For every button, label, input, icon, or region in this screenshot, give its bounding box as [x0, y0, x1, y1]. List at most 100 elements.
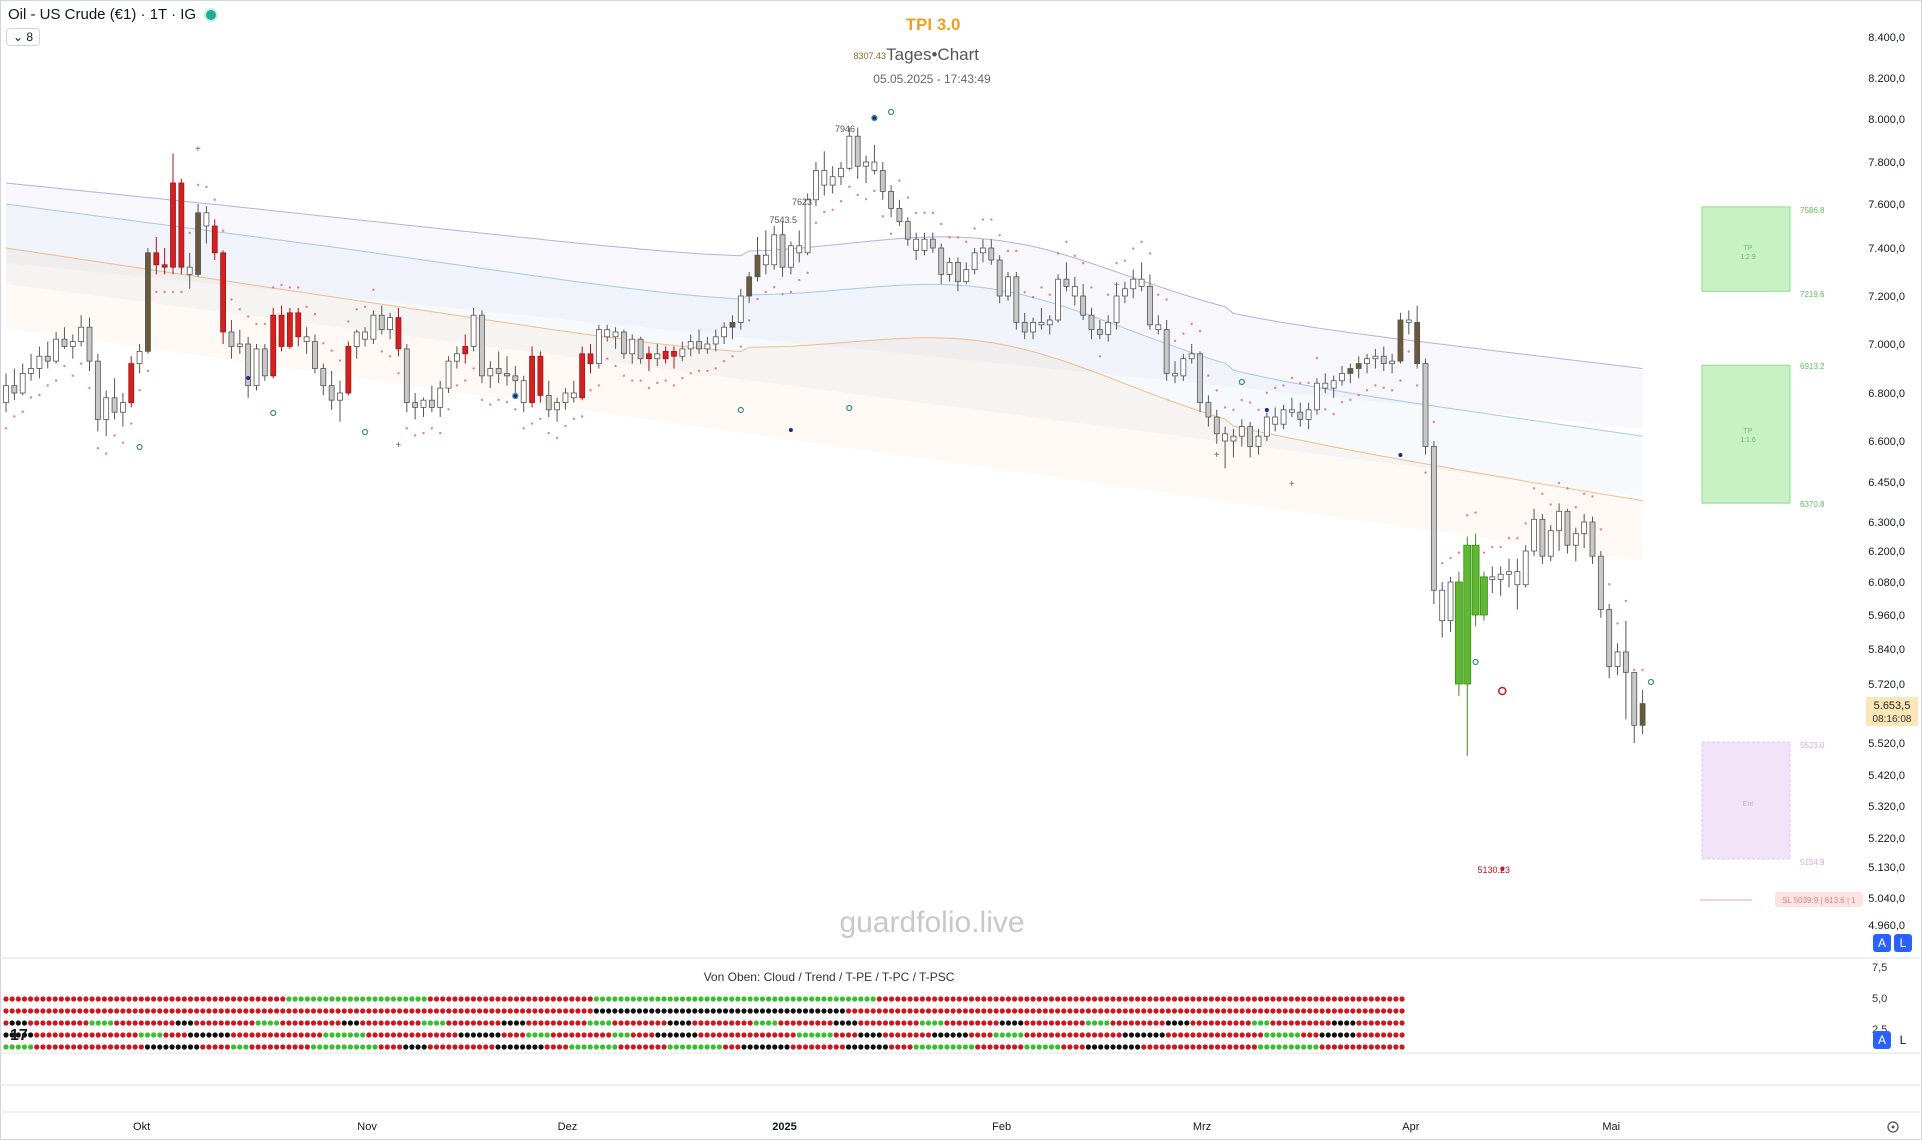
psar-dot [1582, 492, 1586, 495]
signal-dot [968, 1008, 975, 1014]
candle-body [1030, 321, 1036, 333]
signal-dot [643, 1032, 649, 1038]
signal-dot [323, 1008, 329, 1014]
signal-dot [206, 1020, 212, 1026]
collapse-indicators-button[interactable]: ⌄ 8 [6, 28, 41, 46]
signal-dot [698, 1020, 704, 1026]
psar-dot [1557, 481, 1561, 485]
signal-dot [1214, 1032, 1221, 1038]
psar-dot [956, 236, 960, 239]
psar-dot [547, 431, 550, 435]
candle [479, 310, 485, 384]
time-axis[interactable]: Okt Nov Dez 2025 Feb Mrz Apr Mai [133, 1121, 1620, 1133]
signal-dot [255, 996, 261, 1002]
signal-dot [839, 1032, 846, 1038]
signal-dot [341, 1020, 347, 1026]
price-axis[interactable]: 8.400,08.200,08.000,07.800,07.600,07.400… [1868, 32, 1905, 932]
signal-dot [372, 1044, 378, 1050]
log-scale-button[interactable]: L [1894, 934, 1912, 952]
psar-dot [990, 218, 993, 221]
price-tick-label: 8.200,0 [1868, 73, 1905, 85]
signal-dot [858, 996, 864, 1002]
signal-dot [267, 1032, 274, 1038]
candle [136, 344, 143, 374]
psar-dot [739, 345, 742, 348]
psar-dot [1641, 668, 1644, 672]
signal-dot [28, 1020, 34, 1026]
signal-dot [489, 1008, 495, 1014]
signal-dot [618, 1032, 624, 1038]
auto-scale-button[interactable]: A [1873, 934, 1891, 952]
lower-log-scale-button[interactable]: L [1899, 1033, 1907, 1047]
psar-dot [731, 355, 734, 358]
signal-dot [64, 1044, 71, 1050]
candle [412, 393, 419, 420]
signal-dot [267, 996, 274, 1002]
signal-dot [587, 1044, 593, 1050]
signal-dot [120, 1032, 126, 1038]
psar-dot [221, 229, 225, 232]
candle-body [796, 245, 803, 254]
symbol-header[interactable]: Oil - US Crude (€1) · 1T · IG [8, 6, 219, 23]
signal-dot [1085, 996, 1091, 1002]
signal-dot [21, 1032, 28, 1038]
candle-body [1489, 576, 1496, 580]
candle [286, 308, 293, 349]
signal-dot [427, 1020, 433, 1026]
time-tick-label: Nov [357, 1121, 377, 1133]
candle [11, 368, 18, 401]
psar-dot [380, 350, 383, 353]
signal-dot [895, 1020, 901, 1026]
signal-dot [544, 1008, 550, 1014]
signal-dot [317, 1020, 323, 1026]
candle-body [1230, 435, 1237, 442]
signal-dot [1276, 1008, 1282, 1014]
signal-dot [77, 996, 83, 1002]
candle [671, 346, 677, 369]
settings-gear-icon[interactable] [1887, 1121, 1899, 1133]
signal-dot [187, 1032, 194, 1038]
signal-dot [255, 1020, 261, 1026]
signal-dot [993, 996, 999, 1002]
candle [754, 237, 761, 282]
signal-dot [286, 1008, 292, 1014]
signal-dot [1282, 1044, 1288, 1050]
signal-dot [323, 996, 329, 1002]
candle [78, 315, 85, 347]
tp1-top-label: 6913.2 [1800, 362, 1825, 371]
signal-dot [390, 1044, 397, 1050]
signal-dot [1251, 1032, 1258, 1038]
markers: +++++ [136, 108, 1655, 871]
candle [879, 162, 886, 200]
psar-dot [873, 189, 876, 193]
psar-dot [155, 290, 158, 294]
psar-dot [88, 386, 91, 390]
signal-dot [1276, 1032, 1282, 1038]
psar-dot [497, 398, 500, 402]
candle-body [537, 355, 544, 396]
signal-dot [95, 1020, 101, 1026]
signal-dot [83, 1008, 89, 1014]
candle-body [1556, 510, 1562, 532]
psar-dot [1207, 374, 1210, 377]
candle [888, 185, 894, 218]
candle [1471, 533, 1480, 627]
signal-dot [520, 1008, 526, 1014]
signal-dot [15, 996, 21, 1002]
signal-dot [550, 996, 556, 1002]
signal-dot [741, 1020, 747, 1026]
signal-dot [655, 1032, 661, 1038]
signal-dot [815, 1020, 821, 1026]
psar-dot [1324, 408, 1327, 411]
signal-dot [532, 1008, 538, 1014]
signal-dot [1301, 996, 1307, 1002]
signal-dot [975, 1008, 981, 1014]
candle [1572, 527, 1579, 562]
candle [796, 230, 803, 263]
candle-body [1506, 571, 1512, 575]
signal-dot [1294, 1044, 1301, 1050]
lower-auto-scale-button[interactable]: A [1873, 1031, 1891, 1049]
price-tick-label: 6.600,0 [1868, 436, 1905, 448]
ema-band-fill-1 [6, 204, 1643, 497]
